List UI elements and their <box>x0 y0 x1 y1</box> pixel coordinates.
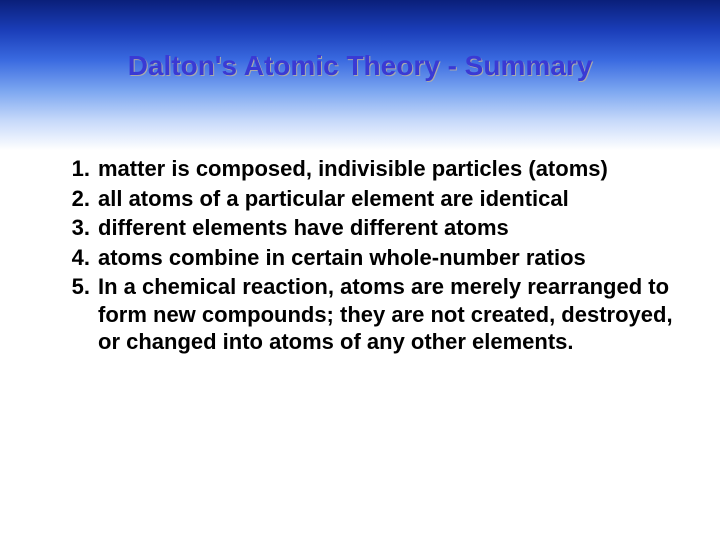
slide-title: Dalton's Atomic Theory - Summary <box>0 50 720 82</box>
list-item: atoms combine in certain whole-number ra… <box>50 244 680 272</box>
content-area: matter is composed, indivisible particle… <box>50 155 680 358</box>
list-item: all atoms of a particular element are id… <box>50 185 680 213</box>
list-item: different elements have different atoms <box>50 214 680 242</box>
list-item: In a chemical reaction, atoms are merely… <box>50 273 680 356</box>
list-item: matter is composed, indivisible particle… <box>50 155 680 183</box>
theory-list: matter is composed, indivisible particle… <box>50 155 680 356</box>
